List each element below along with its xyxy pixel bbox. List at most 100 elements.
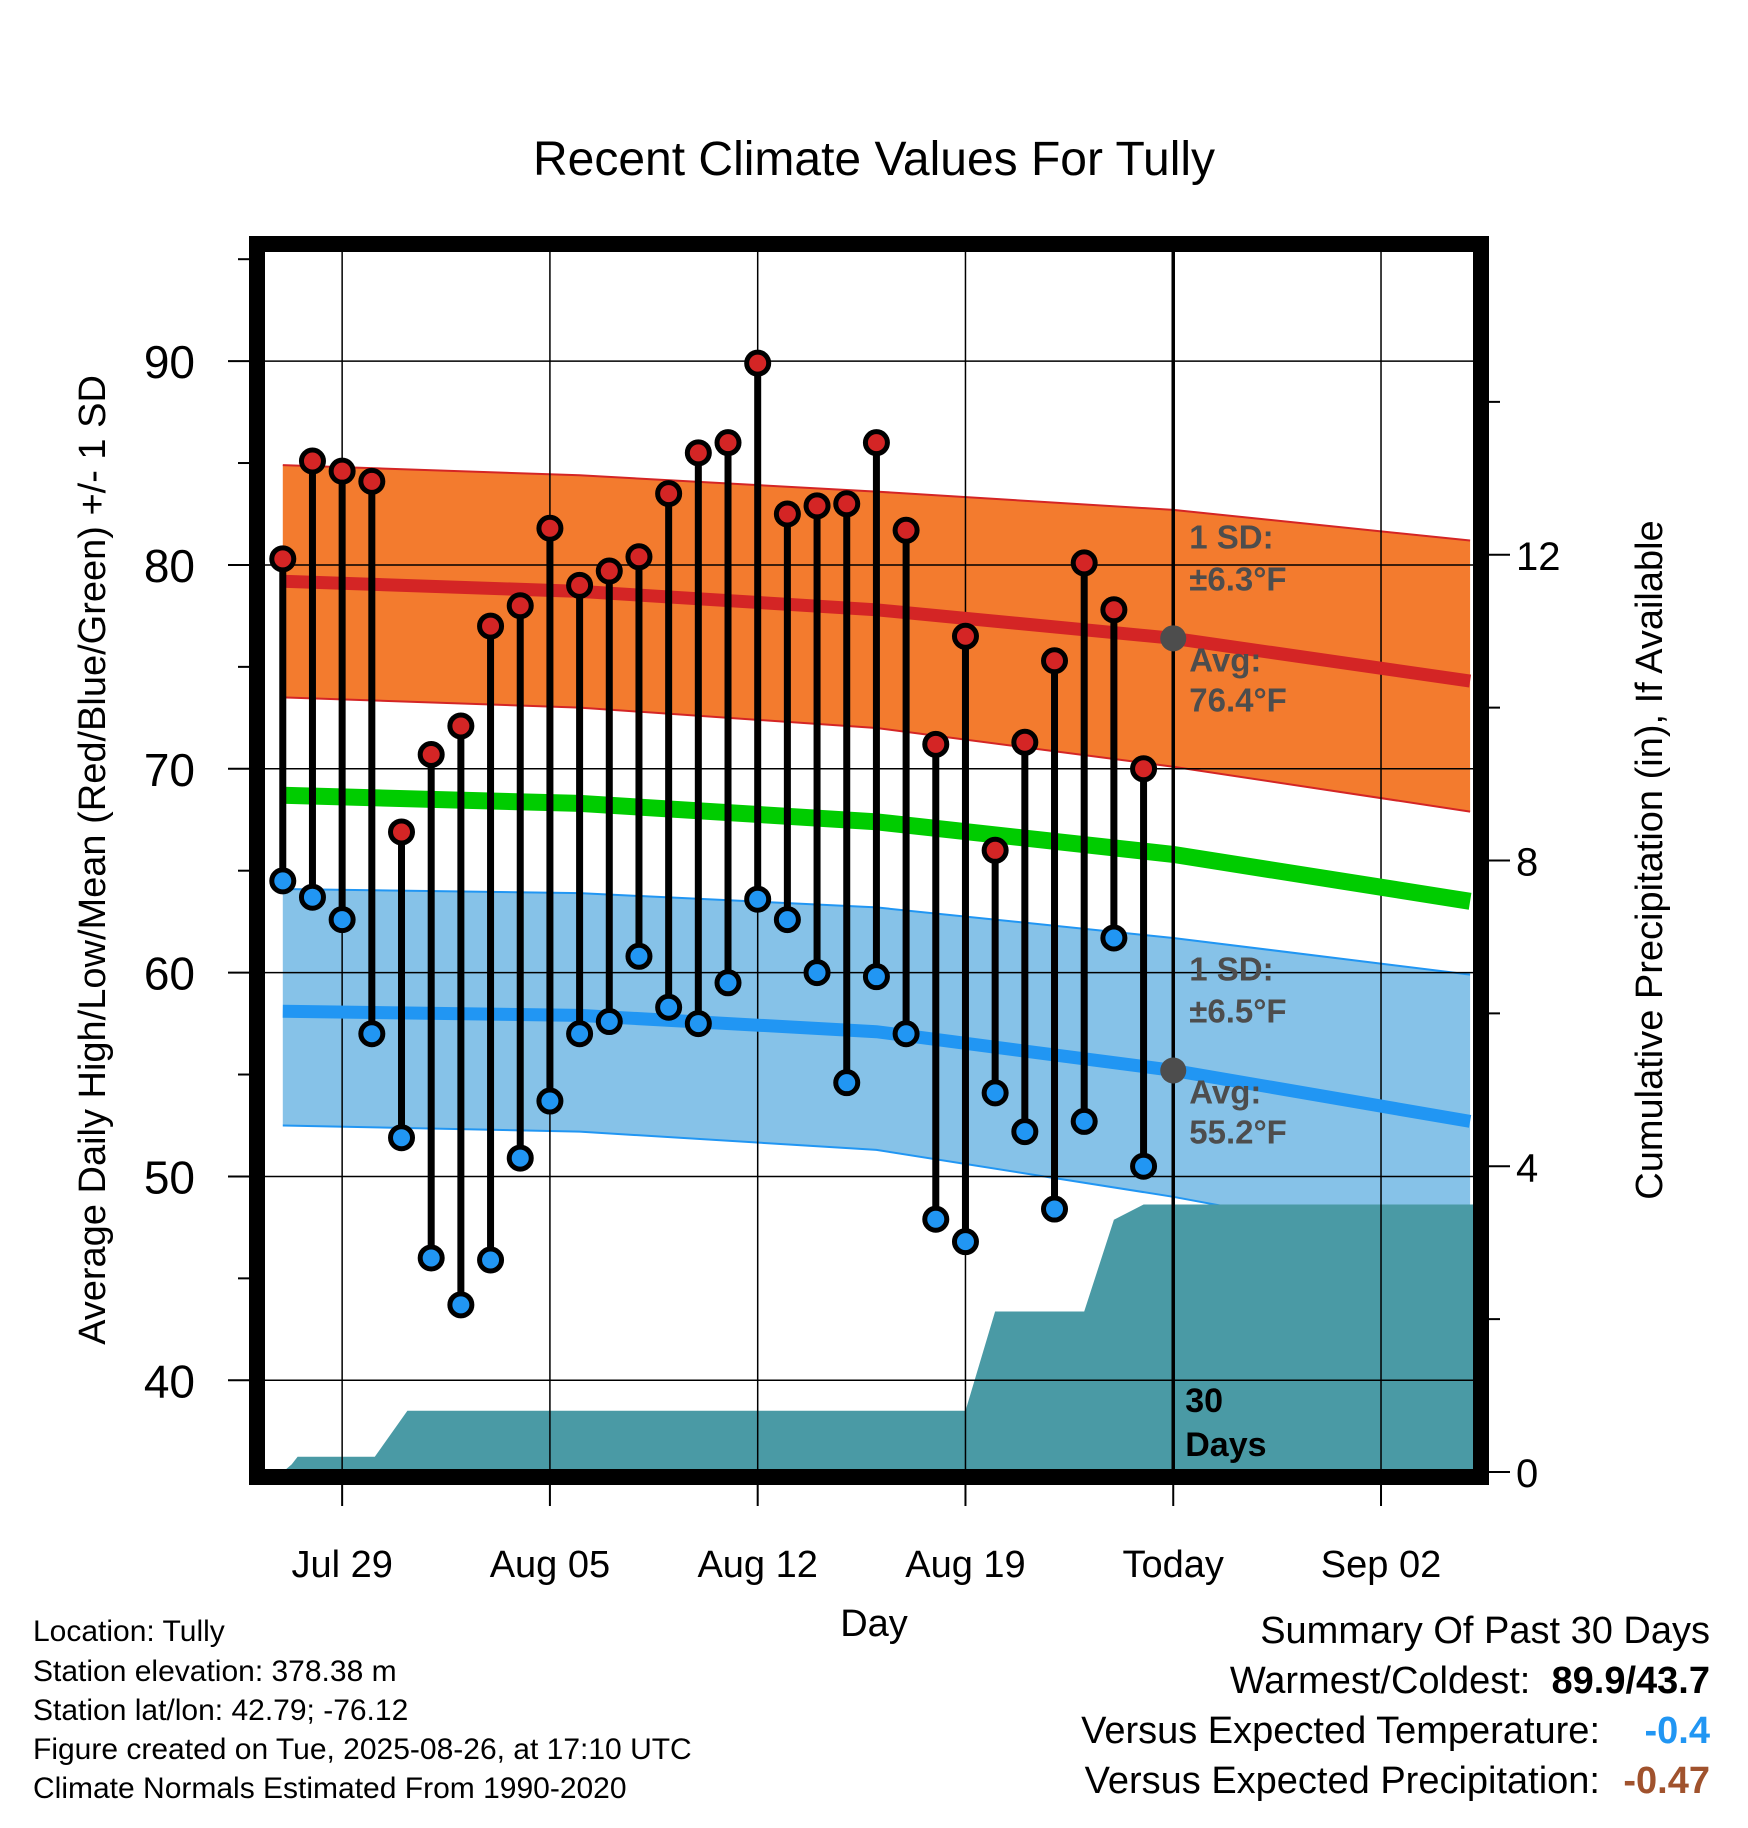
low-point: [1041, 1195, 1069, 1223]
high-sd-label: 1 SD:: [1189, 518, 1273, 555]
y-tick-label: 90: [144, 336, 195, 388]
low-point: [951, 1228, 979, 1256]
x-tick-label: Jul 29: [291, 1544, 392, 1586]
low-point: [358, 1020, 386, 1048]
low-point: [892, 1020, 920, 1048]
high-point: [803, 492, 831, 520]
low-point: [1100, 924, 1128, 952]
summary-temp-value: -0.4: [1644, 1710, 1710, 1752]
today-marker-unit: Days: [1185, 1426, 1266, 1464]
high-point: [536, 514, 564, 542]
high-point: [981, 836, 1009, 864]
today-marker-count: 30: [1185, 1382, 1223, 1420]
high-point: [1011, 728, 1039, 756]
summary-temp-label: Versus Expected Temperature:: [1081, 1710, 1600, 1752]
info-created: Figure created on Tue, 2025-08-26, at 17…: [33, 1733, 692, 1766]
low-point: [981, 1079, 1009, 1107]
high-point: [506, 592, 534, 620]
high-point: [1100, 596, 1128, 624]
low-point: [1070, 1107, 1098, 1135]
low-point: [566, 1020, 594, 1048]
low-point: [536, 1087, 564, 1115]
high-point: [566, 571, 594, 599]
summary-warmest-value: 89.9: [1551, 1660, 1626, 1702]
y2-tick-label: 12: [1516, 535, 1561, 579]
low-point: [447, 1291, 475, 1319]
low-point: [625, 942, 653, 970]
summary-precip-label: Versus Expected Precipitation:: [1084, 1760, 1600, 1802]
high-point: [1130, 755, 1158, 783]
low-point: [417, 1244, 445, 1272]
low-point: [388, 1124, 416, 1152]
high-point: [684, 439, 712, 467]
plot-area: [262, 249, 1476, 1472]
y2-axis-label: Cumulative Precipitation (in), If Availa…: [1629, 520, 1671, 1199]
high-point: [773, 500, 801, 528]
high-point: [298, 447, 326, 475]
info-elevation: Station elevation: 378.38 m: [33, 1655, 397, 1688]
summary-coldest-value: 43.7: [1636, 1660, 1710, 1702]
y2-tick-label: 0: [1516, 1452, 1538, 1496]
high-point: [477, 612, 505, 640]
summary-precip-row: Versus Expected Precipitation: -0.47: [1085, 1760, 1710, 1803]
low-point: [714, 969, 742, 997]
low-point: [922, 1205, 950, 1233]
today-low-normal-point: [1160, 1057, 1187, 1084]
x-axis-label: Day: [840, 1603, 908, 1645]
high-point: [1070, 549, 1098, 577]
info-location: Location: Tully: [33, 1615, 225, 1648]
y2-tick-label: 8: [1516, 841, 1538, 885]
high-avg-value: 76.4°F: [1189, 681, 1287, 718]
low-point: [1011, 1118, 1039, 1146]
summary-warmest-label: Warmest/Coldest:: [1229, 1660, 1531, 1702]
high-point: [922, 730, 950, 758]
summary-temp-row: Versus Expected Temperature: -0.4: [1081, 1710, 1710, 1753]
high-point: [744, 349, 772, 377]
summary-title: Summary Of Past 30 Days: [1260, 1610, 1710, 1652]
summary-slash: /: [1625, 1660, 1637, 1702]
high-point: [417, 741, 445, 769]
y-tick-label: 50: [144, 1151, 195, 1203]
high-point: [447, 712, 475, 740]
y-tick-label: 80: [144, 540, 195, 592]
plot-frame: [249, 236, 1489, 1485]
y-tick-label: 60: [144, 948, 195, 1000]
low-point: [833, 1069, 861, 1097]
low-point: [655, 993, 683, 1021]
high-point: [1041, 647, 1069, 675]
low-point: [506, 1144, 534, 1172]
x-tick-label: Sep 02: [1321, 1544, 1441, 1586]
low-point: [595, 1008, 623, 1036]
low-point: [477, 1246, 505, 1274]
high-point: [862, 429, 890, 457]
high-point: [328, 457, 356, 485]
high-avg-label: Avg:: [1189, 641, 1261, 678]
precip-area: [282, 1204, 1476, 1472]
x-tick-label: Aug 05: [490, 1544, 610, 1586]
low-point: [328, 906, 356, 934]
info-normals-note: Climate Normals Estimated From 1990-2020: [33, 1772, 627, 1805]
low-sd-value: ±6.5°F: [1189, 992, 1286, 1029]
low-point: [684, 1010, 712, 1038]
y-tick-label: 70: [144, 744, 195, 796]
high-point: [892, 516, 920, 544]
today-high-normal-point: [1160, 625, 1187, 652]
low-point: [803, 959, 831, 987]
y-tick-label: 40: [144, 1355, 195, 1407]
info-latlon: Station lat/lon: 42.79; -76.12: [33, 1694, 409, 1727]
x-tick-label: Aug 12: [697, 1544, 817, 1586]
low-point: [298, 883, 326, 911]
low-point: [862, 963, 890, 991]
high-point: [625, 543, 653, 571]
chart-title: Recent Climate Values For Tully: [533, 133, 1215, 186]
low-sd-label: 1 SD:: [1189, 950, 1273, 987]
high-point: [388, 818, 416, 846]
high-point: [833, 490, 861, 518]
high-point: [358, 467, 386, 495]
high-point: [714, 429, 742, 457]
high-point: [951, 622, 979, 650]
x-tick-label: Today: [1123, 1544, 1224, 1586]
high-sd-value: ±6.3°F: [1189, 560, 1286, 597]
y-axis-label: Average Daily High/Low/Mean (Red/Blue/Gr…: [72, 375, 114, 1345]
